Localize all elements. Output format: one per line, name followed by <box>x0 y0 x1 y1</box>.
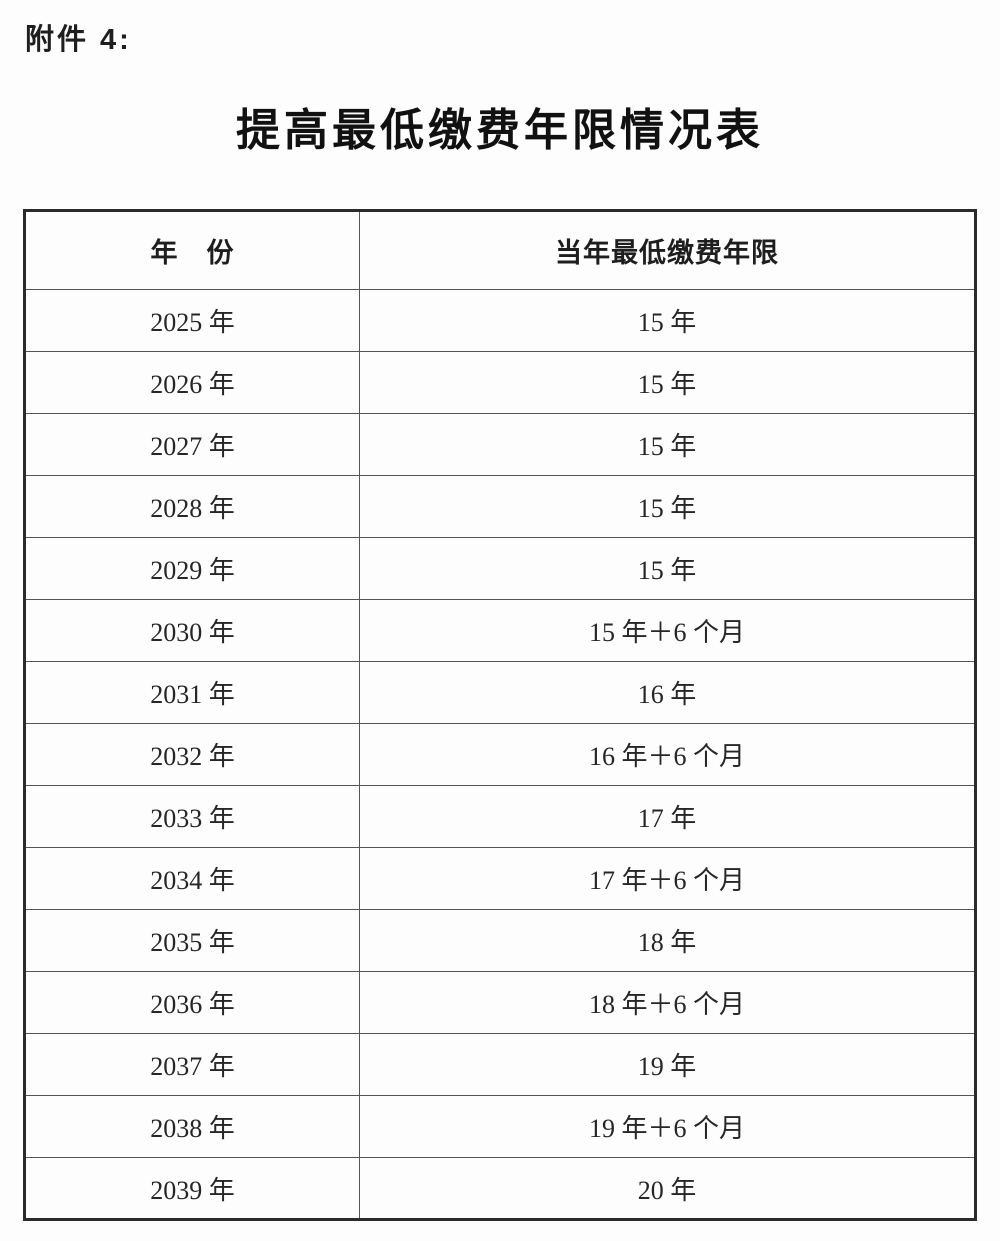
table-row: 2035 年 18 年 <box>24 909 976 972</box>
table-row: 2028 年 15 年 <box>24 475 976 538</box>
table-row: 2036 年 18 年＋6 个月 <box>24 971 976 1034</box>
year-cell: 2032 年 <box>24 723 360 786</box>
min-years-cell: 18 年＋6 个月 <box>359 971 976 1034</box>
table-row: 2030 年 15 年＋6 个月 <box>24 599 976 662</box>
year-column-header: 年 份 <box>24 210 360 290</box>
min-years-cell: 15 年 <box>359 537 976 600</box>
table-row: 2039 年 20 年 <box>24 1157 976 1220</box>
year-cell: 2034 年 <box>24 847 360 910</box>
min-years-cell: 15 年 <box>359 289 976 352</box>
table-row: 2029 年 15 年 <box>24 537 976 600</box>
min-years-cell: 15 年＋6 个月 <box>359 599 976 662</box>
min-years-cell: 19 年＋6 个月 <box>359 1095 976 1158</box>
min-years-cell: 17 年＋6 个月 <box>359 847 976 910</box>
min-contribution-years-table: 年 份 当年最低缴费年限 2025 年 15 年 2026 年 15 年 202… <box>23 209 977 1221</box>
min-years-cell: 17 年 <box>359 785 976 848</box>
year-cell: 2031 年 <box>24 661 360 724</box>
table-body: 2025 年 15 年 2026 年 15 年 2027 年 15 年 2028… <box>24 289 976 1220</box>
table-row: 2027 年 15 年 <box>24 413 976 476</box>
year-cell: 2033 年 <box>24 785 360 848</box>
table-head: 年 份 当年最低缴费年限 <box>24 210 976 290</box>
table-row: 2038 年 19 年＋6 个月 <box>24 1095 976 1158</box>
year-cell: 2037 年 <box>24 1033 360 1096</box>
year-cell: 2026 年 <box>24 351 360 414</box>
table-row: 2037 年 19 年 <box>24 1033 976 1096</box>
year-cell: 2027 年 <box>24 413 360 476</box>
min-years-cell: 20 年 <box>359 1157 976 1220</box>
table-row: 2034 年 17 年＋6 个月 <box>24 847 976 910</box>
table-row: 2025 年 15 年 <box>24 289 976 352</box>
table-row: 2033 年 17 年 <box>24 785 976 848</box>
min-years-cell: 16 年 <box>359 661 976 724</box>
year-cell: 2038 年 <box>24 1095 360 1158</box>
table-header-row: 年 份 当年最低缴费年限 <box>24 210 976 290</box>
min-years-cell: 15 年 <box>359 475 976 538</box>
attachment-label: 附件 4: <box>25 24 132 56</box>
year-cell: 2036 年 <box>24 971 360 1034</box>
year-cell: 2025 年 <box>24 289 360 352</box>
page-title: 提高最低缴费年限情况表 <box>236 106 764 155</box>
year-cell: 2030 年 <box>24 599 360 662</box>
year-cell: 2029 年 <box>24 537 360 600</box>
min-years-cell: 19 年 <box>359 1033 976 1096</box>
table-row: 2031 年 16 年 <box>24 661 976 724</box>
year-cell: 2035 年 <box>24 909 360 972</box>
min-years-cell: 15 年 <box>359 413 976 476</box>
min-years-column-header: 当年最低缴费年限 <box>359 210 976 290</box>
min-years-cell: 16 年＋6 个月 <box>359 723 976 786</box>
table-row: 2026 年 15 年 <box>24 351 976 414</box>
min-years-cell: 15 年 <box>359 351 976 414</box>
table-row: 2032 年 16 年＋6 个月 <box>24 723 976 786</box>
year-cell: 2028 年 <box>24 475 360 538</box>
year-cell: 2039 年 <box>24 1157 360 1220</box>
min-years-cell: 18 年 <box>359 909 976 972</box>
